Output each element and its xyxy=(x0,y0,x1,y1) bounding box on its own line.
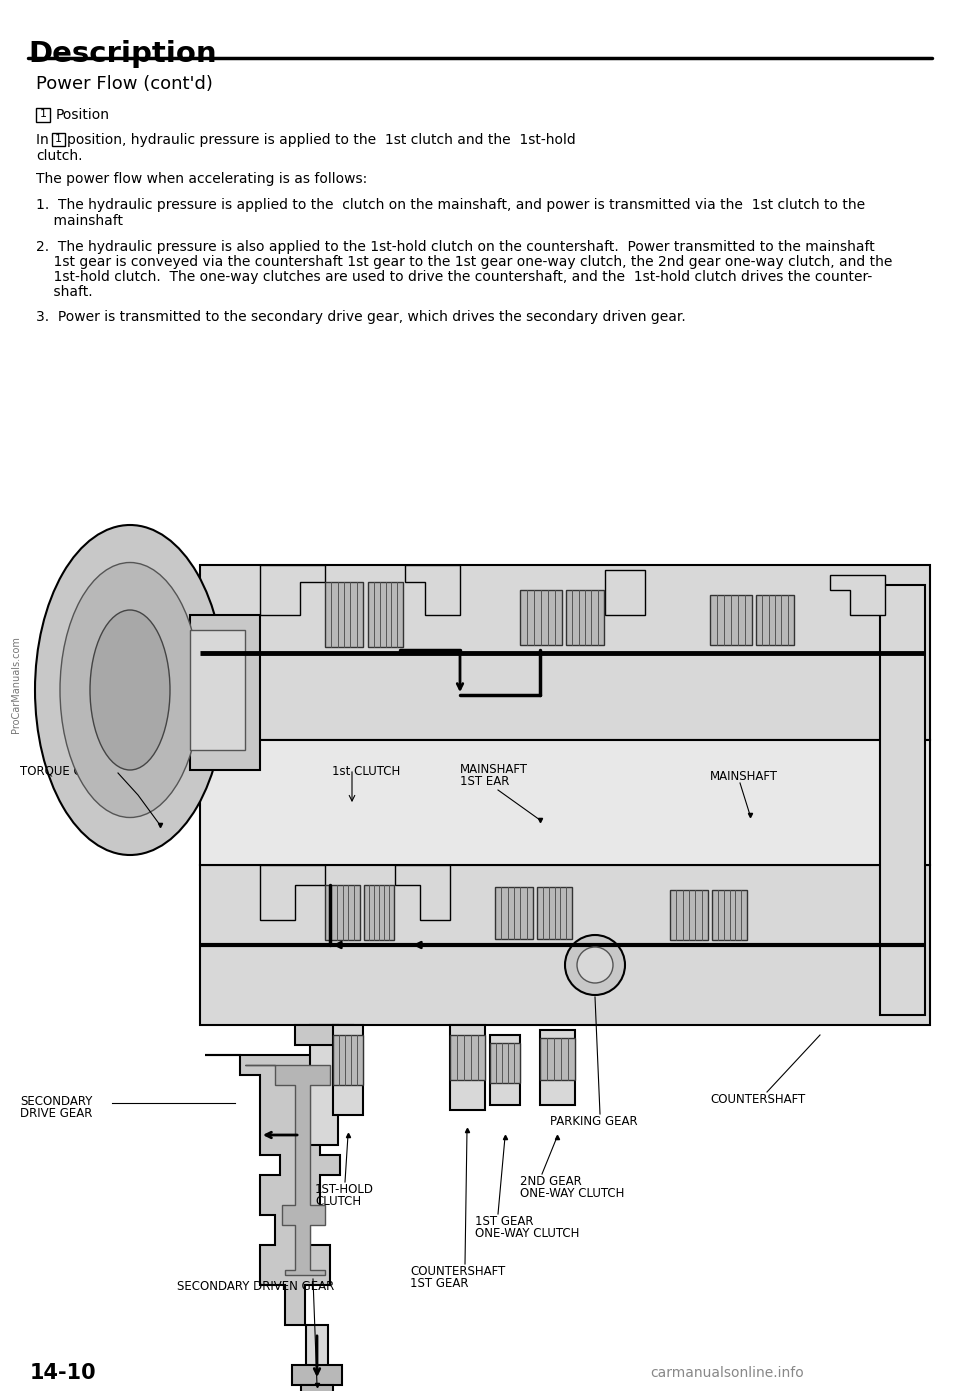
Text: DRIVE GEAR: DRIVE GEAR xyxy=(20,1107,92,1120)
Polygon shape xyxy=(405,565,460,615)
Bar xyxy=(190,630,245,750)
Text: 1st gear is conveyed via the countershaft 1st gear to the 1st gear one-way clutc: 1st gear is conveyed via the countershaf… xyxy=(36,255,893,268)
Text: MAINSHAFT: MAINSHAFT xyxy=(710,771,778,783)
Text: MAINSHAFT: MAINSHAFT xyxy=(460,764,528,776)
Text: 1st-hold clutch.  The one-way clutches are used to drive the countershaft, and t: 1st-hold clutch. The one-way clutches ar… xyxy=(36,270,873,284)
Bar xyxy=(670,890,708,940)
Bar xyxy=(450,1025,485,1110)
Polygon shape xyxy=(605,570,645,615)
Text: COUNTERSHAFT: COUNTERSHAFT xyxy=(410,1264,505,1278)
Bar xyxy=(540,1029,575,1104)
Text: 1: 1 xyxy=(55,134,62,145)
Bar xyxy=(712,890,747,940)
Bar xyxy=(450,1035,485,1079)
Text: In: In xyxy=(36,134,53,147)
Bar xyxy=(292,1365,342,1385)
Text: 1: 1 xyxy=(39,108,46,120)
Text: 1ST GEAR: 1ST GEAR xyxy=(475,1214,534,1228)
Text: COUNTERSHAFT: COUNTERSHAFT xyxy=(710,1093,805,1106)
Text: 1.  The hydraulic pressure is applied to the  clutch on the mainshaft, and power: 1. The hydraulic pressure is applied to … xyxy=(36,198,865,211)
Text: position, hydraulic pressure is applied to the  1st clutch and the  1st-hold: position, hydraulic pressure is applied … xyxy=(67,134,576,147)
Bar xyxy=(333,1025,363,1116)
Bar xyxy=(537,887,572,939)
Ellipse shape xyxy=(35,524,225,855)
Text: 1ST GEAR: 1ST GEAR xyxy=(410,1277,468,1289)
Polygon shape xyxy=(395,865,450,919)
Text: CLUTCH: CLUTCH xyxy=(315,1195,361,1207)
Bar xyxy=(301,1385,333,1391)
Bar xyxy=(364,885,394,940)
Bar xyxy=(200,865,930,1025)
Text: 1st CLUTCH: 1st CLUTCH xyxy=(332,765,400,778)
Text: SECONDARY: SECONDARY xyxy=(20,1095,92,1109)
Text: SECONDARY DRIVEN GEAR: SECONDARY DRIVEN GEAR xyxy=(177,1280,334,1294)
Text: 2ND GEAR: 2ND GEAR xyxy=(520,1175,582,1188)
Bar xyxy=(325,885,360,940)
Text: The power flow when accelerating is as follows:: The power flow when accelerating is as f… xyxy=(36,172,368,186)
Bar xyxy=(200,740,930,865)
Text: ONE-WAY CLUTCH: ONE-WAY CLUTCH xyxy=(475,1227,580,1239)
Circle shape xyxy=(565,935,625,995)
Text: mainshaft: mainshaft xyxy=(36,214,123,228)
Bar xyxy=(710,595,752,645)
Text: PARKING GEAR: PARKING GEAR xyxy=(550,1116,637,1128)
Circle shape xyxy=(577,947,613,983)
Ellipse shape xyxy=(90,611,170,771)
Bar xyxy=(490,1043,520,1084)
Bar xyxy=(200,565,930,740)
Polygon shape xyxy=(260,565,325,615)
Text: ProCarManuals.com: ProCarManuals.com xyxy=(11,637,21,733)
Polygon shape xyxy=(245,1066,330,1276)
Bar xyxy=(333,1035,363,1085)
Text: 2.  The hydraulic pressure is also applied to the 1st-hold clutch on the counter: 2. The hydraulic pressure is also applie… xyxy=(36,241,875,255)
Bar xyxy=(306,1326,328,1391)
Text: carmanualsonline.info: carmanualsonline.info xyxy=(650,1366,804,1380)
Ellipse shape xyxy=(60,562,200,818)
Text: TORQUE CONVERTER: TORQUE CONVERTER xyxy=(20,765,145,778)
Polygon shape xyxy=(205,1054,340,1326)
Bar xyxy=(295,1025,353,1045)
Bar xyxy=(520,590,562,645)
Text: Power Flow (cont'd): Power Flow (cont'd) xyxy=(36,75,213,93)
Text: 1ST-HOLD: 1ST-HOLD xyxy=(315,1182,374,1196)
Polygon shape xyxy=(830,574,885,615)
Bar xyxy=(368,581,403,647)
Text: clutch.: clutch. xyxy=(36,149,83,163)
Text: ONE-WAY CLUTCH: ONE-WAY CLUTCH xyxy=(520,1187,624,1200)
Bar xyxy=(756,595,794,645)
Bar xyxy=(566,590,604,645)
Bar xyxy=(52,134,65,146)
Bar xyxy=(880,586,925,1015)
Text: 14-10: 14-10 xyxy=(30,1363,97,1383)
Bar xyxy=(310,1025,338,1145)
Bar xyxy=(490,1035,520,1104)
Text: shaft.: shaft. xyxy=(36,285,92,299)
Bar xyxy=(190,615,260,771)
Bar xyxy=(36,108,50,122)
Text: 1ST EAR: 1ST EAR xyxy=(460,775,510,787)
Text: Description: Description xyxy=(28,40,217,68)
Bar xyxy=(495,887,533,939)
Bar xyxy=(325,581,363,647)
Text: 3.  Power is transmitted to the secondary drive gear, which drives the secondary: 3. Power is transmitted to the secondary… xyxy=(36,310,685,324)
Bar xyxy=(540,1038,575,1079)
Text: Position: Position xyxy=(56,108,110,122)
Polygon shape xyxy=(260,865,325,919)
